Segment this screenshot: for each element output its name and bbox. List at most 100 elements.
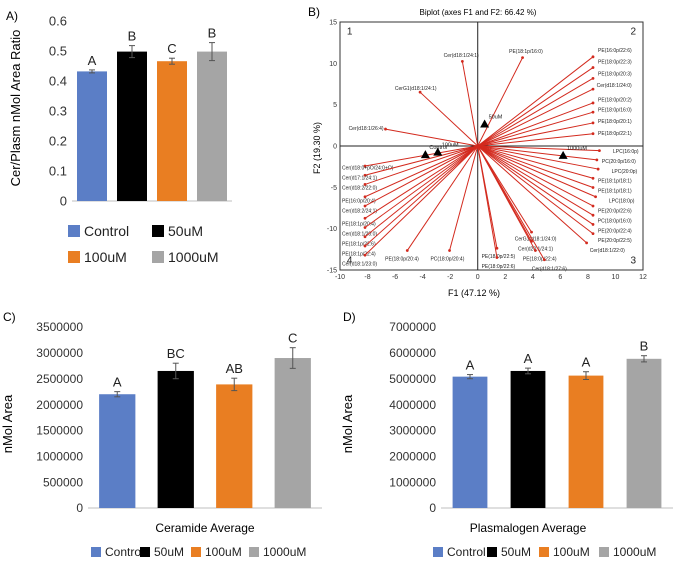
biplot-loading-point [591,55,595,59]
biplot-loading-vector [364,145,479,228]
biplot-loading-point [495,256,499,259]
panel-label-d: D) [343,310,356,324]
biplot-loading-vector [477,133,594,147]
biplot-quadrant-number: 2 [631,26,637,37]
biplot-loading-vector [477,145,600,152]
biplot-xtick-label: 8 [586,274,590,281]
chart-d-xlabel: Plasmalogen Average [470,521,587,535]
chart-a-legend-swatch [152,251,164,263]
biplot-quadrant-number: 4 [347,255,353,266]
biplot-ytick-label: 10 [329,61,337,68]
biplot-loading-point [591,76,595,80]
panel-label-b: B) [308,5,320,19]
biplot-xtick-label: -10 [335,274,345,281]
biplot-loading-vector [364,145,478,207]
biplot-loading-vector [477,77,594,147]
chart-c-legend-label: 100uM [205,545,242,559]
chart-c-significance-letter: C [288,331,297,346]
biplot-loading-point [591,101,595,105]
chart-d-significance-letter: A [582,355,591,370]
chart-a-ytick-label: 0.3 [49,104,67,119]
biplot-loading-point [585,241,589,245]
biplot-loading-label: Cer(d18:1/24:0) [597,83,632,89]
chart-c-ytick-label: 2000000 [36,398,83,412]
chart-a-ylabel: Cer/Plasm nMol Area Ratio [8,30,23,187]
biplot-loading-point [591,87,595,91]
biplot-loading-vector [449,145,479,251]
biplot-loading-vector [364,145,478,176]
chart-d-bar [626,358,662,508]
biplot-loading-point [591,204,595,208]
biplot-loading-label: PE(18:0p/20:1) [598,119,632,125]
chart-a-legend-swatch [68,225,80,237]
biplot-loading-label: CerG1(d18:1/24:0) [515,237,557,243]
chart-a-legend-label: 50uM [168,223,203,239]
biplot-xtick-label: 6 [558,274,562,281]
chart-c-ytick-label: 1500000 [36,424,83,438]
biplot-loading-vector [406,145,479,251]
biplot-ytick-label: 15 [329,20,337,27]
biplot-loading-vector [477,122,594,147]
biplot-xtick-label: -6 [392,274,398,281]
biplot-observation-marker [558,150,568,159]
biplot-loading-label: Cer(d18:1/26:4) [349,126,384,132]
biplot-loading-label: Cer(d18:1/22:0) [590,248,625,254]
chart-d-ytick-label: 6000000 [389,346,436,360]
biplot-quadrant-number: 1 [347,26,353,37]
biplot-loading-vector [477,145,587,244]
chart-a-ytick-label: 0.4 [49,74,67,89]
biplot-loading-point [591,213,595,217]
chart-d-ytick-label: 3000000 [389,424,436,438]
biplot-loading-vector [477,145,498,258]
chart-a-legend-swatch [68,251,80,263]
biplot-loading-label: PE(20:0p/22:5) [598,238,632,244]
chart-d-significance-letter: A [524,351,533,366]
biplot-loading-vector [477,57,524,147]
biplot-loading-point [598,149,601,153]
biplot-loading-vector [477,145,597,161]
biplot-loading-label: Cer(d18:1/23:0) [342,261,377,267]
biplot-loading-vector [364,145,478,219]
chart-d-legend-label: Control [447,545,486,559]
chart-a-legend: Control 50uM 100uM 1000uM [68,223,219,265]
biplot-loading-point [495,246,499,250]
biplot-loading-point [448,249,451,252]
biplot-xtick-label: 2 [503,274,507,281]
biplot-loading-point [591,110,595,114]
biplot-loading-label: PE(18:1p/18:1) [598,179,632,185]
biplot-loading-point [363,204,367,208]
biplot-loading-point [460,60,464,63]
chart-panel-c: nMol Area Ceramide Average 0 500000 100000… [0,320,322,559]
biplot-xtick-label: 10 [612,274,620,281]
biplot-loading-label: PE(18:0p/16:0) [598,108,632,114]
biplot-loading-label: PC(18:0p/16:0) [598,218,632,224]
chart-a-significance-letter: A [88,53,97,68]
chart-c-legend-label: Control [105,545,144,559]
biplot-loading-vector [364,145,479,247]
biplot-loading-label: LPC(18:0p) [609,199,635,205]
biplot-loading-label: PE(18:0p/22:3) [598,60,632,66]
biplot-loading-label: Cer(d18:1/27:6) [532,266,567,272]
chart-a-bar [197,51,227,201]
chart-c-bar [99,394,136,508]
biplot-loading-vector [477,145,545,261]
biplot-loading-label: PE(18:1p/22:4) [342,251,376,257]
chart-c-ytick-label: 3500000 [36,320,83,334]
panel-label-a: A) [6,9,18,23]
biplot-loading-vector [477,145,594,225]
biplot-loading-point [591,232,595,236]
chart-c-ytick-label: 1000000 [36,449,83,463]
chart-a-ytick-label: 0.2 [49,134,67,149]
chart-d-significance-letter: B [640,339,649,354]
chart-d-legend-swatch [487,547,497,557]
biplot-loading-point [405,249,409,252]
chart-a-ytick-label: 0 [60,194,67,209]
chart-c-ytick-label: 3000000 [36,346,83,360]
biplot-loading-point [530,230,533,234]
biplot-loading-label: Cer(d18:0+pO/24:0+O) [342,165,394,171]
chart-d-legend-swatch [539,547,549,557]
biplot-xtick-label: 12 [639,274,647,281]
chart-a-legend-label: 1000uM [168,249,219,265]
biplot-loading-label: PE(18:0p/22:5) [482,254,516,260]
